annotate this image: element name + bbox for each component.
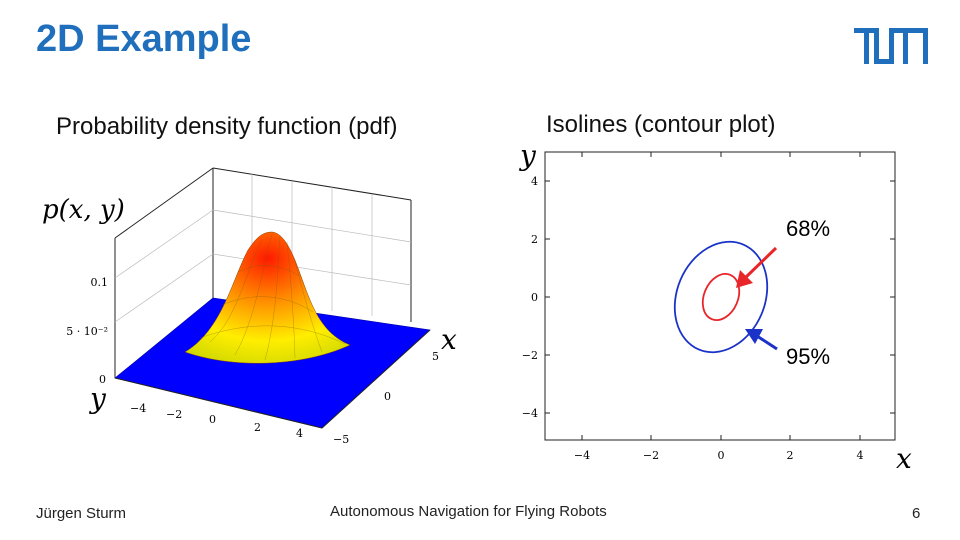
y-axis-label: y: [88, 382, 107, 415]
y-tick-label: −4: [522, 407, 538, 420]
contour-subtitle: Isolines (contour plot): [546, 111, 776, 138]
x-tick-label: −5: [333, 433, 349, 446]
arrow-95: [745, 329, 778, 351]
footer-course: Autonomous Navigation for Flying Robots: [330, 503, 607, 520]
x-tick-label: 0: [384, 390, 391, 403]
footer-author: Jürgen Sturm: [36, 505, 127, 522]
z-tick-label: 0.1: [91, 276, 109, 289]
contour-68: [701, 273, 741, 321]
label-95: 95%: [786, 344, 830, 369]
z-axis-label: p(x, y): [42, 195, 125, 225]
x-axis-label: x: [896, 442, 912, 475]
contour-frame: [544, 151, 896, 441]
x-tick-label: 2: [787, 449, 794, 462]
slide-title: 2D Example: [36, 18, 252, 60]
y-tick-label: 0: [531, 291, 538, 304]
x-tick-label: 0: [718, 449, 725, 462]
x-tick-label: −2: [643, 449, 659, 462]
x-tick-labels: −4 −2 0 2 4: [574, 449, 864, 462]
y-tick-label: 2: [254, 421, 261, 434]
z-tick-label: 0: [99, 373, 106, 386]
y-tick-label: −2: [166, 408, 182, 421]
y-axis-label: y: [518, 139, 537, 172]
y-tick-label: −2: [522, 349, 538, 362]
x-tick-label: −4: [574, 449, 590, 462]
y-tick-labels: 4 2 0 −2 −4: [522, 175, 538, 420]
plot-box: [114, 167, 412, 378]
y-tick-label: 0: [209, 413, 216, 426]
pdf-subtitle: Probability density function (pdf): [56, 113, 398, 140]
arrow-68: [736, 246, 778, 288]
z-tick-label: 5 · 10⁻²: [66, 325, 108, 338]
y-tick-label: 4: [296, 427, 303, 440]
x-axis-label: x: [441, 323, 457, 356]
page-number: 6: [912, 505, 921, 522]
y-tick-label: 2: [531, 233, 538, 246]
y-tick-label: 4: [531, 175, 538, 188]
y-tick-label: −4: [130, 402, 146, 415]
contour-95: [673, 240, 769, 354]
x-tick-label: 4: [857, 449, 864, 462]
label-68: 68%: [786, 216, 830, 241]
tum-logo: [854, 28, 928, 64]
x-tick-label: 5: [432, 350, 439, 363]
peak-mesh: [199, 233, 346, 361]
